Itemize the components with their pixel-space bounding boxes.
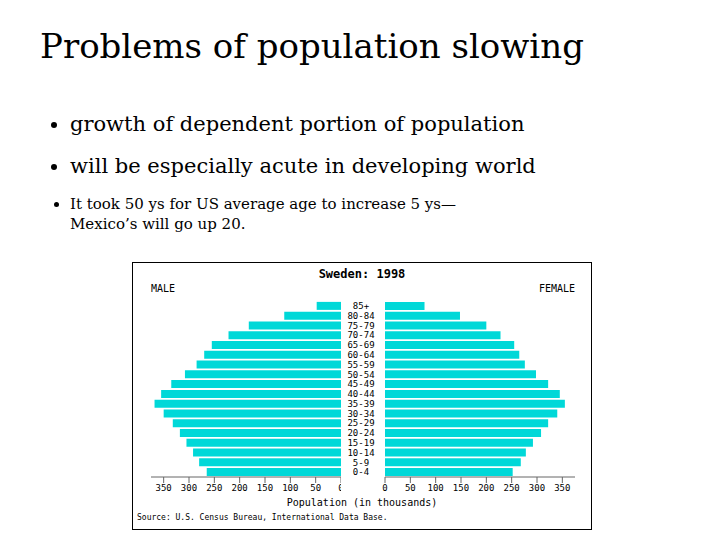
html-text:Problems of population slowing: Problems of population slowing: [40, 26, 584, 66]
svg-text:50: 50: [310, 483, 321, 493]
svg-text:0-4: 0-4: [353, 467, 369, 477]
svg-text:80-84: 80-84: [347, 311, 374, 321]
svg-text:50-54: 50-54: [347, 370, 374, 380]
html-text:Source: U.S. Census Bureau, In: Source: U.S. Census Bureau, Internationa…: [137, 513, 388, 522]
svg-text:25-29: 25-29: [347, 418, 374, 428]
html-text:will be especially acute in de: will be especially acute in developing w…: [70, 154, 536, 178]
svg-text:5-9: 5-9: [353, 458, 369, 468]
svg-text:40-44: 40-44: [347, 389, 374, 399]
svg-text:250: 250: [504, 483, 520, 493]
svg-text:0: 0: [382, 483, 387, 493]
svg-text:350: 350: [156, 483, 172, 493]
html-text:It took 50 ys for US average a: It took 50 ys for US average age to incr…: [70, 195, 456, 213]
svg-text:300: 300: [529, 483, 545, 493]
svg-text:100: 100: [428, 483, 444, 493]
svg-text:100: 100: [282, 483, 298, 493]
svg-text:250: 250: [206, 483, 222, 493]
svg-text:85+: 85+: [353, 301, 370, 311]
svg-text:200: 200: [478, 483, 494, 493]
svg-text:30-34: 30-34: [347, 409, 374, 419]
html-text:Sweden: 1998: Sweden: 1998: [318, 267, 406, 281]
svg-text:150: 150: [453, 483, 469, 493]
svg-text:150: 150: [257, 483, 273, 493]
svg-text:10-14: 10-14: [347, 448, 374, 458]
svg-text:200: 200: [232, 483, 248, 493]
svg-text:35-39: 35-39: [347, 399, 374, 409]
svg-text:45-49: 45-49: [347, 379, 374, 389]
html-text:FEMALE: FEMALE: [538, 283, 575, 294]
svg-text:300: 300: [181, 483, 197, 493]
svg-text:75-79: 75-79: [347, 321, 374, 331]
html-text:MALE: MALE: [151, 283, 176, 294]
svg-text:50: 50: [405, 483, 416, 493]
svg-text:0: 0: [338, 483, 341, 493]
svg-text:70-74: 70-74: [347, 330, 374, 340]
svg-text:55-59: 55-59: [347, 360, 374, 370]
svg-text:350: 350: [554, 483, 570, 493]
svg-text:60-64: 60-64: [347, 350, 374, 360]
svg-text:65-69: 65-69: [347, 340, 374, 350]
html-text:growth of dependent portion of: growth of dependent portion of populatio…: [70, 112, 525, 136]
html-text:Mexico’s will go up 20.: Mexico’s will go up 20.: [70, 215, 246, 233]
html-text:Population (in thousands): Population (in thousands): [286, 497, 438, 508]
svg-text:20-24: 20-24: [347, 428, 374, 438]
svg-text:15-19: 15-19: [347, 438, 374, 448]
